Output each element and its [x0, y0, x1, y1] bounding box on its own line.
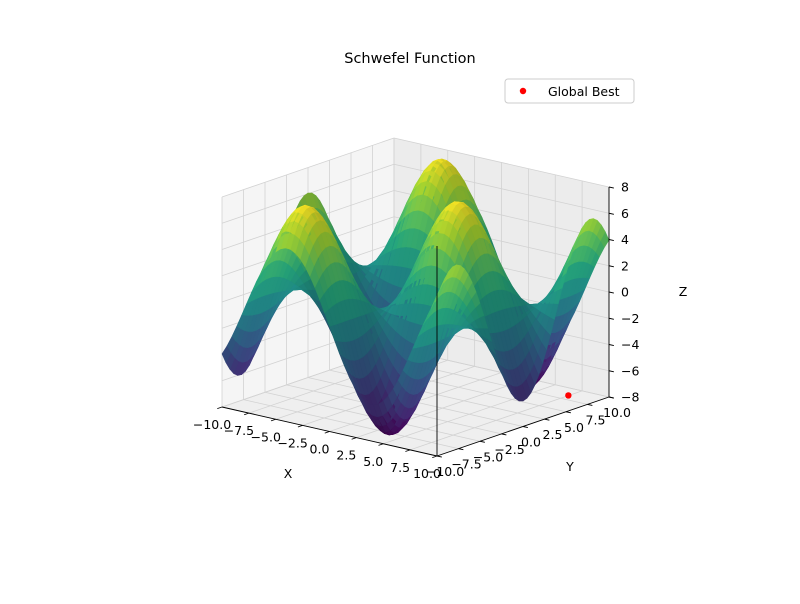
- surface-facet: [221, 345, 232, 363]
- tick-mark: [297, 424, 303, 428]
- z-tick-label: −4: [621, 337, 639, 352]
- tick-mark: [217, 406, 223, 410]
- tick-mark: [324, 431, 330, 434]
- global-best-layer: [565, 392, 572, 399]
- tick-mark: [458, 448, 464, 451]
- x-tick-label: 10.0: [413, 466, 441, 481]
- x-tick-label: −10.0: [193, 417, 231, 432]
- y-tick-label: 10.0: [603, 405, 631, 420]
- z-tick-label: −2: [621, 311, 639, 326]
- legend-label-global-best: Global Best: [548, 84, 620, 99]
- tick-mark: [608, 317, 614, 320]
- tick-mark: [608, 396, 614, 399]
- tick-mark: [608, 370, 614, 373]
- y-tick-label: 5.0: [564, 420, 584, 435]
- tick-mark: [522, 426, 528, 429]
- tick-mark: [544, 418, 550, 421]
- tick-mark: [608, 212, 614, 215]
- global-best-point: [565, 392, 572, 399]
- tick-mark: [608, 265, 614, 268]
- y-tick-label: −7.5: [451, 457, 481, 472]
- tick-mark: [608, 344, 614, 347]
- y-tick-label: 2.5: [543, 427, 563, 442]
- tick-mark: [565, 411, 571, 414]
- tick-mark: [436, 455, 442, 458]
- z-tick-label: 2: [621, 258, 629, 273]
- tick-mark: [270, 418, 276, 422]
- y-tick-label: 0.0: [521, 435, 541, 450]
- x-tick-label: 5.0: [363, 454, 383, 469]
- y-axis-label: Y: [565, 459, 574, 474]
- tick-mark: [587, 403, 593, 406]
- grid-line-z: [221, 137, 395, 198]
- y-tick-label: 7.5: [586, 412, 606, 427]
- tick-mark: [243, 412, 250, 416]
- x-tick-label: 0.0: [310, 442, 330, 457]
- z-tick-label: 6: [621, 206, 629, 221]
- tick-mark: [501, 433, 507, 436]
- x-tick-label: −7.5: [224, 423, 254, 438]
- tick-mark: [608, 291, 614, 294]
- tick-mark: [351, 437, 357, 440]
- x-tick-label: 7.5: [390, 460, 410, 475]
- chart-title: Schwefel Function: [344, 51, 475, 67]
- z-tick-label: −6: [621, 363, 639, 378]
- surface-plot: [221, 158, 610, 436]
- legend-box: [504, 78, 635, 104]
- z-tick-label: −8: [621, 390, 639, 405]
- y-tick-label: −5.0: [473, 449, 503, 464]
- grid-line-z: [393, 137, 610, 188]
- tick-mark: [608, 239, 614, 242]
- tick-labels: −10.0−7.5−5.0−2.5 0.0 2.5 5.0 7.5 10.0−10.0−7…: [193, 180, 640, 482]
- legend: Global Best: [504, 78, 635, 104]
- z-tick-label: 4: [621, 232, 629, 247]
- legend-marker: [519, 87, 527, 95]
- tick-mark: [432, 455, 438, 459]
- axes-lines: [217, 186, 614, 459]
- grid-line-y: [243, 399, 459, 450]
- tick-mark: [405, 449, 411, 452]
- tick-mark: [608, 186, 614, 189]
- y-tick-label: −10.0: [426, 464, 464, 479]
- x-tick-label: −2.5: [277, 435, 307, 450]
- tick-mark: [378, 443, 384, 446]
- tick-mark: [479, 440, 485, 443]
- x-axis-label: X: [284, 466, 293, 481]
- z-tick-label: 0: [621, 285, 629, 300]
- x-tick-label: 2.5: [336, 448, 356, 463]
- y-tick-label: −2.5: [494, 442, 524, 457]
- z-tick-label: 8: [621, 180, 629, 195]
- x-tick-label: −5.0: [251, 429, 281, 444]
- z-axis-label: Z: [679, 284, 688, 299]
